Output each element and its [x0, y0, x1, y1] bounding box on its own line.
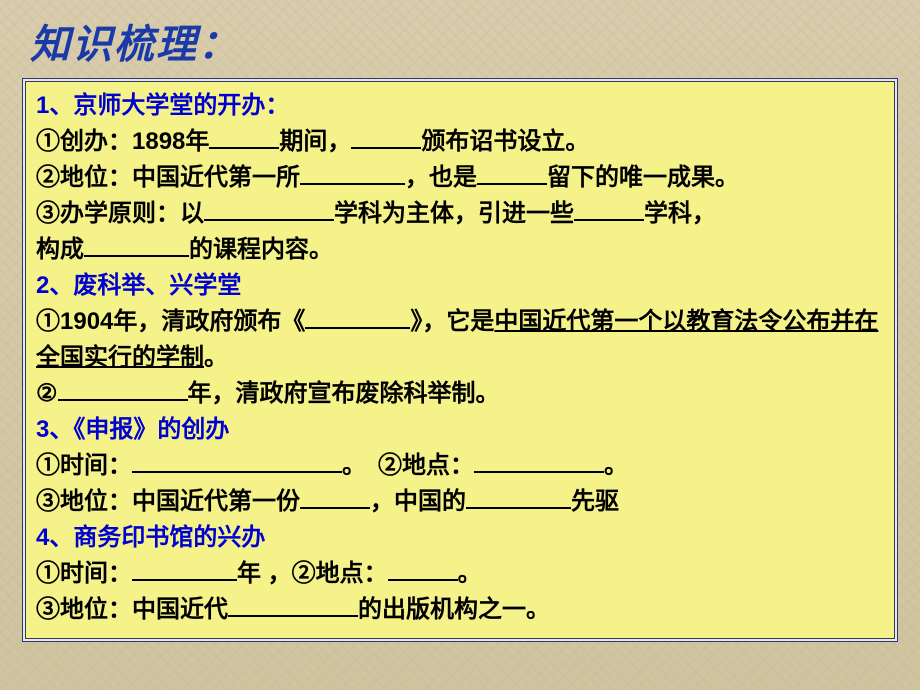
text: 。 ②地点： — [342, 452, 474, 479]
text: 》，它是 — [410, 308, 494, 335]
section-2-heading: 2、废科举、兴学堂 — [36, 268, 884, 304]
blank — [477, 161, 547, 185]
text: 年，清政府宣布废除科举制。 — [188, 380, 500, 407]
section-2-line-1: ①1904年，清政府颁布《》，它是中国近代第一个以教育法令公布并在全国实行的学制… — [36, 304, 884, 376]
text: 期间， — [279, 128, 351, 155]
blank — [305, 305, 410, 329]
content-box: 1、京师大学堂的开办： ①创办：1898年 期间， 颁布诏书设立。 ②地位：中国近代… — [22, 78, 898, 642]
blank — [204, 197, 334, 221]
text: ③地位：中国近代 — [36, 596, 228, 623]
blank — [300, 485, 370, 509]
blank — [474, 449, 604, 473]
text: ①时间： — [36, 452, 132, 479]
section-4-line-1: ①时间： 年 ，②地点： 。 — [36, 556, 884, 592]
text: ①创办：1898年 — [36, 128, 209, 155]
blank — [58, 377, 188, 401]
section-4-heading: 4、商务印书馆的兴办 — [36, 520, 884, 556]
text: 构成 — [36, 236, 84, 263]
text: 。 — [458, 560, 482, 587]
text: 。 — [204, 344, 228, 371]
text: 学科， — [644, 200, 716, 227]
blank — [351, 125, 421, 149]
blank — [388, 557, 458, 581]
blank — [132, 449, 342, 473]
text: ③办学原则：以 — [36, 200, 204, 227]
blank — [84, 233, 189, 257]
text: ② — [36, 380, 58, 407]
text: ①1904年，清政府颁布《 — [36, 308, 305, 335]
blank — [300, 161, 405, 185]
section-2-line-2: ② 年，清政府宣布废除科举制。 — [36, 376, 884, 412]
text: 的课程内容。 — [189, 236, 333, 263]
blank — [132, 557, 237, 581]
section-3-line-2: ③地位：中国近代第一份 ，中国的 先驱 — [36, 484, 884, 520]
text: 学科为主体，引进一些 — [334, 200, 574, 227]
blank — [466, 485, 571, 509]
text: ①时间： — [36, 560, 132, 587]
section-1-line-1: ①创办：1898年 期间， 颁布诏书设立。 — [36, 124, 884, 160]
blank — [574, 197, 644, 221]
text: 。 — [604, 452, 628, 479]
text: 颁布诏书设立。 — [421, 128, 589, 155]
section-3-heading: 3、《申报》的创办 — [36, 412, 884, 448]
section-1-line-2: ②地位：中国近代第一所 ，也是 留下的唯一成果。 — [36, 160, 884, 196]
section-1-line-3: ③办学原则：以 学科为主体，引进一些 学科， — [36, 196, 884, 232]
text: 留下的唯一成果。 — [547, 164, 739, 191]
section-1-heading: 1、京师大学堂的开办： — [36, 88, 884, 124]
text: 的出版机构之一。 — [358, 596, 550, 623]
blank — [228, 593, 358, 617]
blank — [209, 125, 279, 149]
text: ，中国的 — [370, 488, 466, 515]
text: ③地位：中国近代第一份 — [36, 488, 300, 515]
text: 先驱 — [571, 488, 619, 515]
page-title: 知识梳理： — [0, 0, 920, 78]
section-1-line-4: 构成 的课程内容。 — [36, 232, 884, 268]
text: ，也是 — [405, 164, 477, 191]
section-3-line-1: ①时间： 。 ②地点： 。 — [36, 448, 884, 484]
text: 年 ，②地点： — [237, 560, 388, 587]
section-4-line-2: ③地位：中国近代 的出版机构之一。 — [36, 592, 884, 628]
text: ②地位：中国近代第一所 — [36, 164, 300, 191]
